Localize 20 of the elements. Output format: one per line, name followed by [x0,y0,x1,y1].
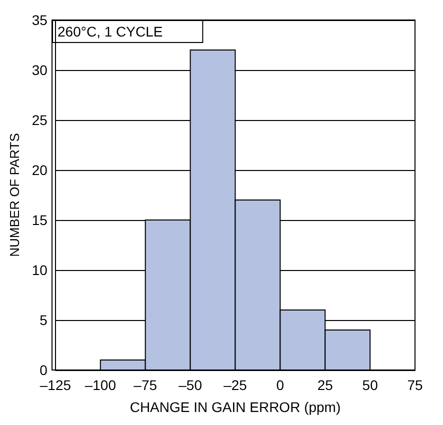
x-tick-label: –75 [134,377,158,393]
y-tick-label: 35 [32,12,48,28]
annotation: 260°C, 1 CYCLE [58,24,163,40]
y-tick-label: 20 [32,162,48,178]
x-tick-label: 75 [407,377,423,393]
x-tick-label: 25 [317,377,334,393]
y-tick-label: 30 [32,62,48,78]
x-tick-label: –50 [178,377,202,393]
x-tick-label: –25 [224,377,248,393]
y-axis-title: NUMBER OF PARTS [7,132,22,257]
y-tick-label: 15 [32,212,48,228]
x-axis-title: CHANGE IN GAIN ERROR (ppm) [130,399,341,415]
x-tick-label: –100 [84,377,116,393]
y-tick-label: 0 [40,362,48,378]
x-tick-label: –125 [40,377,72,393]
y-tick-label: 25 [32,112,48,128]
x-tick-label: 0 [276,377,284,393]
x-tick-label: 50 [362,377,378,393]
y-tick-label: 5 [40,312,48,328]
y-tick-label: 10 [32,262,48,278]
